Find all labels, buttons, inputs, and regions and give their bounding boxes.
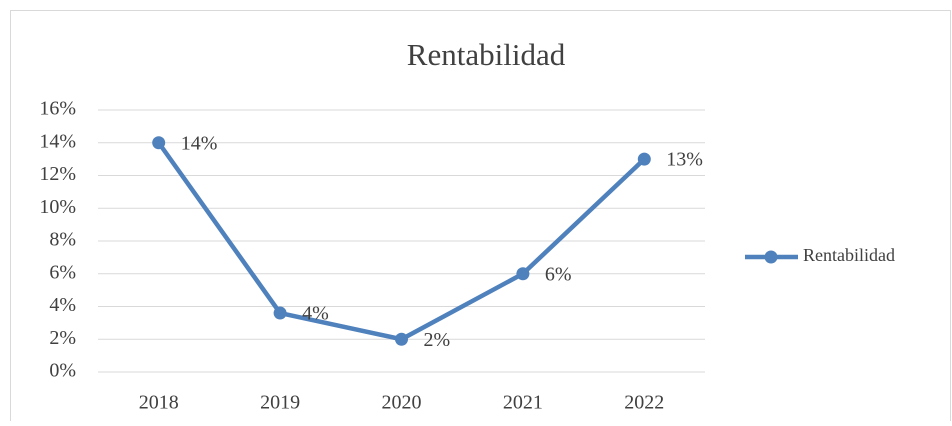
- legend-label: Rentabilidad: [803, 245, 895, 265]
- y-tick-label: 4%: [49, 294, 76, 316]
- data-point: [637, 152, 651, 166]
- data-label: 14%: [181, 132, 218, 154]
- data-label: 13%: [666, 149, 703, 171]
- data-point: [273, 306, 287, 320]
- x-tick-label: 2020: [382, 392, 422, 414]
- y-tick-label: 14%: [39, 130, 76, 152]
- chart-border: [10, 10, 951, 426]
- y-tick-label: 16%: [39, 98, 76, 120]
- data-point: [395, 332, 408, 346]
- y-tick-label: 6%: [49, 261, 76, 283]
- data-point: [516, 267, 530, 281]
- chart-title: Rentabilidad: [407, 37, 566, 72]
- x-tick-label: 2018: [139, 392, 179, 414]
- data-label: 2%: [424, 329, 451, 351]
- x-tick-label: 2021: [503, 392, 543, 414]
- x-tick-label: 2019: [260, 392, 300, 414]
- legend-marker: [764, 250, 778, 264]
- x-tick-label: 2022: [624, 392, 664, 414]
- data-point: [152, 136, 166, 150]
- y-tick-label: 8%: [49, 229, 76, 251]
- data-label: 4%: [302, 303, 329, 325]
- y-tick-label: 0%: [49, 360, 76, 382]
- data-label: 6%: [545, 263, 572, 285]
- y-tick-label: 10%: [39, 196, 76, 218]
- y-tick-label: 2%: [49, 327, 76, 349]
- y-tick-label: 12%: [39, 163, 76, 185]
